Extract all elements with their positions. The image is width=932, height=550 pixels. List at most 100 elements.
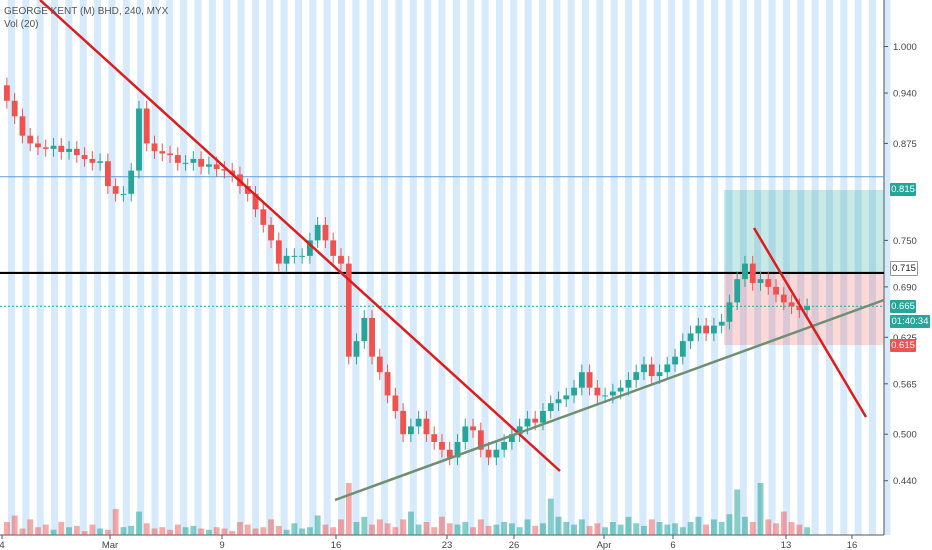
candle-body <box>338 255 344 264</box>
volume-bar <box>804 527 811 535</box>
candle-body <box>50 145 57 149</box>
session-stripe <box>452 0 460 535</box>
volume-bar <box>726 514 733 535</box>
session-stripe <box>854 0 862 535</box>
volume-bar <box>431 527 438 535</box>
candle-body <box>742 263 748 280</box>
session-stripe <box>65 0 73 535</box>
session-stripe <box>8 0 15 535</box>
candle-body <box>307 240 313 256</box>
candle-body <box>400 410 407 435</box>
volume-bar <box>42 524 49 535</box>
session-stripe <box>639 0 647 535</box>
session-stripe <box>481 0 489 535</box>
volume-bar <box>672 523 678 535</box>
candle-body <box>112 186 119 194</box>
volume-bar <box>749 522 756 535</box>
volume-bar <box>143 523 150 535</box>
candle-body <box>757 279 764 284</box>
session-stripe <box>510 0 518 535</box>
volume-bar <box>734 489 741 535</box>
candle-body <box>454 441 461 458</box>
profit-zone <box>724 189 884 273</box>
volume-bar <box>35 527 41 535</box>
candle-body <box>641 364 647 373</box>
session-stripe <box>495 0 503 535</box>
candle-body <box>244 186 251 194</box>
x-tick-label: 26 <box>509 540 520 550</box>
volume-bar <box>742 516 748 535</box>
volume-bar <box>4 522 10 535</box>
volume-bar <box>711 519 717 535</box>
session-stripe <box>538 0 546 535</box>
candle-body <box>602 395 609 397</box>
candle-body <box>182 162 189 164</box>
volume-bar <box>415 524 422 535</box>
volume-bar <box>470 527 476 535</box>
session-stripe <box>108 0 116 535</box>
candle-body <box>532 418 539 423</box>
volume-bar <box>120 527 127 535</box>
volume-bar <box>400 519 407 535</box>
candle-body <box>578 372 585 388</box>
volume-bar <box>462 522 469 535</box>
x-tick-label: 16 <box>847 540 858 550</box>
volume-bar <box>353 522 360 535</box>
candle-body <box>509 434 515 442</box>
y-tick-label: 1.000 <box>893 42 917 53</box>
candle-body <box>27 135 34 144</box>
candle-body <box>376 356 383 373</box>
x-tick-label: 13 <box>781 540 792 550</box>
candle-body <box>431 434 438 442</box>
candle-body <box>617 387 624 392</box>
volume-bar <box>66 527 72 535</box>
session-stripe <box>768 0 776 535</box>
volume-bar <box>244 524 251 535</box>
volume-bar <box>796 524 803 535</box>
session-stripe <box>409 0 417 535</box>
session-stripe <box>869 0 876 535</box>
candle-body <box>439 441 445 450</box>
candle-body <box>361 317 368 342</box>
volume-bar <box>586 525 593 535</box>
session-stripe <box>223 0 231 535</box>
volume-bar <box>237 522 243 535</box>
volume-bar <box>773 523 779 535</box>
x-tick-label: Apr <box>597 540 612 550</box>
candle-body <box>408 426 414 435</box>
session-stripe <box>797 0 805 535</box>
candle-body <box>73 148 80 156</box>
volume-bar <box>641 525 647 535</box>
volume-bar <box>788 522 795 535</box>
candle-body <box>283 255 290 264</box>
candle-body <box>796 306 803 311</box>
session-stripe <box>381 0 389 535</box>
x-tick-label: 9 <box>219 540 224 550</box>
candle-body <box>42 147 49 149</box>
session-stripe <box>295 0 302 535</box>
volume-bar <box>439 516 445 535</box>
volume-bar <box>384 523 391 535</box>
candle-body <box>664 364 671 373</box>
volume-bar <box>299 528 306 535</box>
session-stripe <box>51 0 59 535</box>
candle-body <box>314 224 321 241</box>
x-tick-label: 4 <box>0 540 5 550</box>
y-tick-label: 0.690 <box>893 282 917 293</box>
candle-body <box>213 164 220 170</box>
session-stripe <box>625 0 633 535</box>
volume-bar <box>376 519 383 535</box>
volume-bar <box>89 524 96 535</box>
x-tick-label: 6 <box>670 540 675 550</box>
candle-body <box>35 143 41 148</box>
volume-bar <box>136 511 142 535</box>
candle-body <box>470 426 476 431</box>
candle-body <box>136 108 142 171</box>
candle-body <box>788 302 795 307</box>
candle-body <box>120 193 127 195</box>
candle-body <box>446 449 453 458</box>
session-stripe <box>122 0 130 535</box>
candle-body <box>765 279 772 287</box>
volume-bar <box>330 527 337 535</box>
